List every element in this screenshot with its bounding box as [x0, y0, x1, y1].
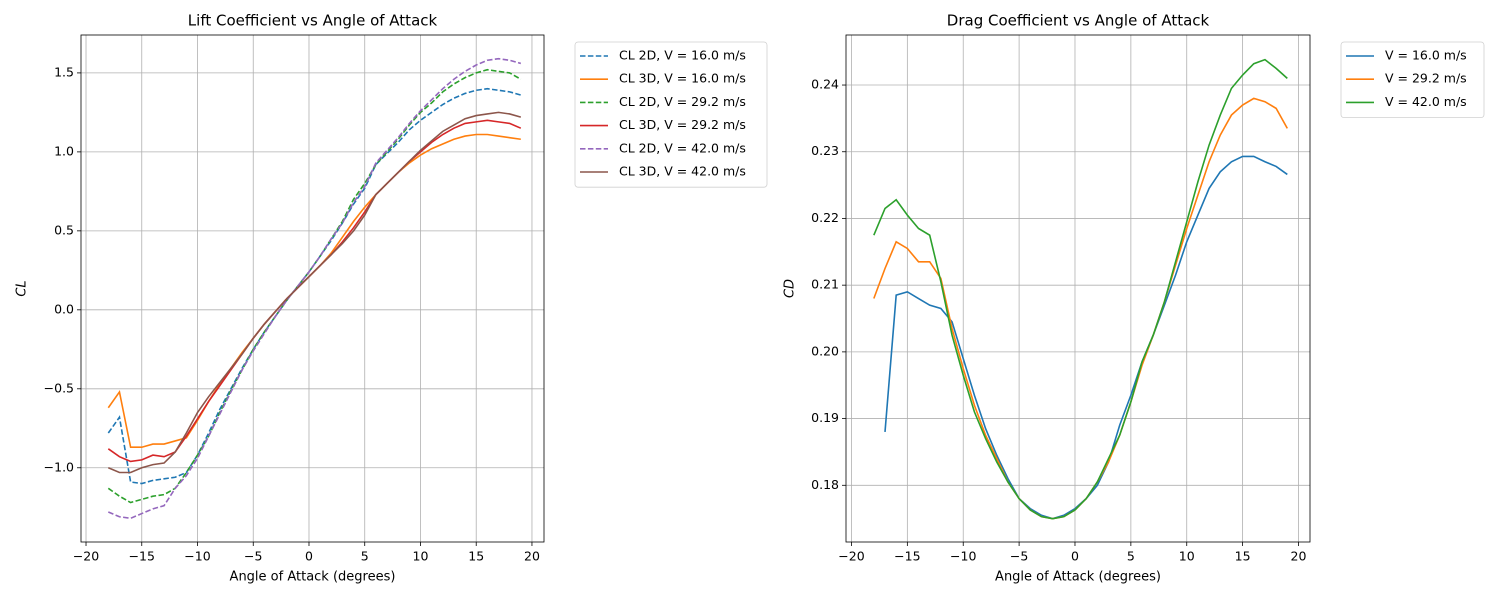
x-tick-label: 15	[1235, 549, 1251, 564]
chart-title: Drag Coefficient vs Angle of Attack	[947, 12, 1210, 30]
x-tick-label: 10	[1179, 549, 1195, 564]
subplot: Drag Coefficient vs Angle of Attack Angle…	[783, 12, 1485, 585]
x-axis-label: Angle of Attack (degrees)	[230, 570, 396, 585]
y-tick-label: 0.21	[811, 277, 839, 292]
legend-label: V = 42.0 m/s	[1385, 94, 1467, 109]
chart-title: Lift Coefficient vs Angle of Attack	[188, 12, 438, 30]
series-line	[884, 155, 1288, 520]
series-line	[107, 119, 522, 463]
x-tick-label: 5	[361, 549, 369, 564]
legend-label: CL 3D, V = 16.0 m/s	[619, 71, 746, 86]
x-tick-label: 20	[524, 549, 540, 564]
series-line	[873, 97, 1289, 520]
y-tick-label: 1.0	[54, 143, 74, 158]
y-tick-label: 1.5	[54, 64, 74, 79]
y-tick-label: 0.20	[811, 343, 839, 358]
plot-area	[107, 57, 522, 520]
series-line	[107, 133, 521, 449]
x-tick-label: −15	[894, 549, 920, 564]
legend-label: V = 29.2 m/s	[1385, 71, 1467, 86]
y-tick-label: 0.0	[54, 301, 74, 316]
legend-label: CL 3D, V = 29.2 m/s	[619, 117, 746, 132]
x-tick-label: 10	[413, 549, 429, 564]
series-line	[107, 87, 522, 485]
x-tick-label: 15	[468, 549, 484, 564]
x-tick-label: −15	[129, 549, 155, 564]
legend-label: V = 16.0 m/s	[1385, 48, 1467, 63]
series-line	[873, 58, 1288, 520]
legend-box	[1340, 41, 1485, 118]
x-tick-label: 0	[305, 549, 313, 564]
x-tick-label: 5	[1127, 549, 1135, 564]
y-axis-label: CD	[783, 279, 798, 298]
legend-label: CL 2D, V = 16.0 m/s	[619, 48, 746, 63]
y-tick-label: −1.0	[44, 459, 74, 474]
series-line	[107, 68, 522, 504]
y-tick-label: 0.24	[811, 77, 839, 92]
x-tick-label: 0	[1071, 549, 1079, 564]
y-tick-label: 0.5	[54, 222, 74, 237]
series-line	[107, 57, 522, 520]
x-tick-label: −20	[838, 549, 864, 564]
y-tick-label: 0.23	[811, 143, 839, 158]
x-axis-label: Angle of Attack (degrees)	[995, 570, 1161, 585]
y-axis-label: CL	[15, 280, 30, 296]
series-line	[107, 111, 522, 474]
x-tick-label: 20	[1291, 549, 1307, 564]
x-tick-label: −5	[1010, 549, 1028, 564]
x-tick-label: −5	[244, 549, 262, 564]
x-tick-label: −10	[184, 549, 210, 564]
y-tick-label: 0.22	[811, 210, 839, 225]
y-tick-label: 0.19	[811, 410, 839, 425]
subplot: Lift Coefficient vs Angle of Attack Angle…	[15, 12, 768, 585]
plot-area	[873, 58, 1289, 520]
y-tick-label: −0.5	[44, 380, 74, 395]
x-tick-label: −20	[73, 549, 99, 564]
legend-label: CL 2D, V = 29.2 m/s	[619, 94, 746, 109]
axes-frame	[80, 34, 545, 543]
legend-label: CL 3D, V = 42.0 m/s	[619, 164, 746, 179]
legend-label: CL 2D, V = 42.0 m/s	[619, 140, 746, 155]
x-tick-label: −10	[950, 549, 976, 564]
y-tick-label: 0.18	[811, 477, 839, 492]
axes-frame	[845, 34, 1311, 543]
legend-box	[574, 41, 768, 188]
